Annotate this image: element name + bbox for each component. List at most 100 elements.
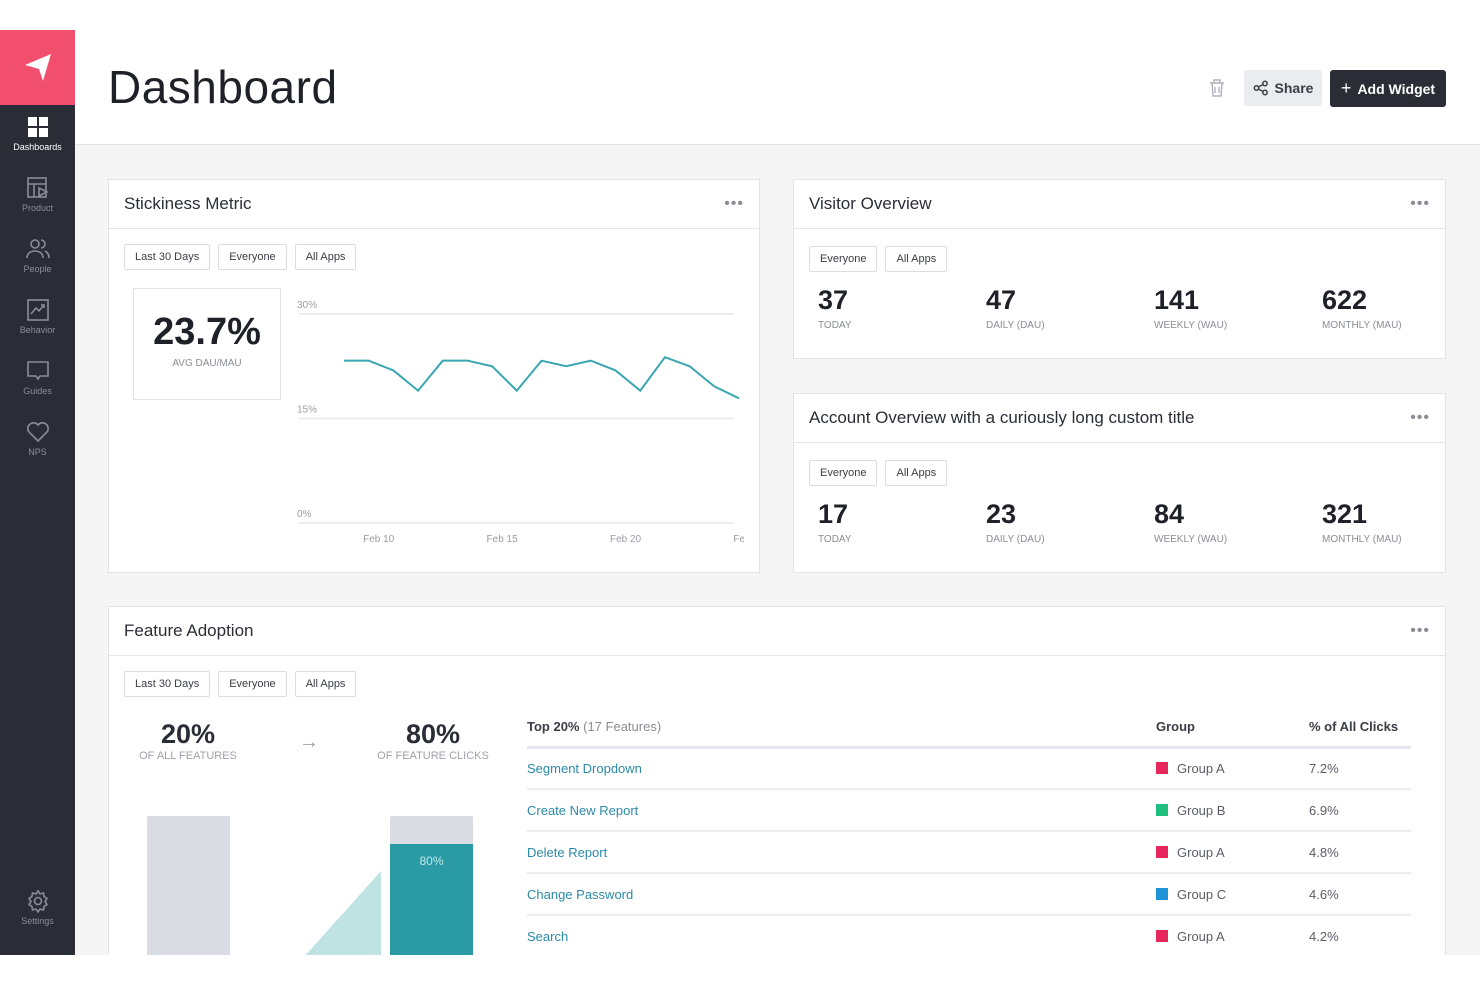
filter-date[interactable]: Last 30 Days [124, 671, 211, 697]
filter-segment[interactable]: Everyone [809, 246, 878, 272]
filter-segment[interactable]: Everyone [218, 671, 287, 697]
share-label: Share [1274, 80, 1314, 96]
filter-apps[interactable]: All Apps [294, 244, 357, 270]
more-menu-icon[interactable]: ••• [1410, 195, 1430, 212]
pct-cell: 7.2% [1309, 747, 1411, 790]
plus-icon: + [1340, 78, 1352, 98]
sidebar-item-guides[interactable]: Guides [0, 349, 75, 410]
filter-segment[interactable]: Everyone [218, 244, 287, 270]
pct-cell: 4.2% [1309, 915, 1411, 955]
metric-value: 84 [1154, 499, 1185, 529]
stat-label: AVG DAU/MAU [172, 358, 242, 369]
sidebar-item-product[interactable]: Product [0, 166, 75, 227]
gear-icon [27, 889, 48, 913]
col-pct: % of All Clicks [1309, 707, 1411, 749]
feature-link[interactable]: Segment Dropdown [527, 760, 642, 776]
metric-value: 622 [1322, 285, 1368, 315]
feature-link[interactable]: Change Password [527, 886, 634, 902]
funnel-connector [305, 871, 381, 955]
metric-label: DAILY (DAU) [986, 320, 1045, 331]
sidebar-item-label: Behavior [19, 325, 56, 335]
metric-wau: 141 WEEKLY (WAU) [1154, 285, 1227, 331]
metric-label: TODAY [818, 320, 852, 331]
table-row: Delete Report Group A 4.8% [527, 831, 1411, 874]
sidebar-item-label: Dashboards [13, 142, 62, 152]
metric-value: 37 [818, 285, 849, 315]
col-group: Group [1156, 707, 1309, 749]
group-label: Group A [1177, 844, 1225, 860]
stat-value: 80% [405, 719, 461, 749]
table-row: Create New Report Group B 6.9% [527, 789, 1411, 832]
filter-apps[interactable]: All Apps [885, 460, 948, 486]
features-stat: 20% OF ALL FEATURES [129, 719, 247, 762]
more-menu-icon[interactable]: ••• [724, 195, 744, 212]
sidebar-item-dashboards[interactable]: Dashboards [0, 105, 75, 166]
metric-value: 17 [818, 499, 849, 529]
more-menu-icon[interactable]: ••• [1410, 622, 1430, 639]
filter-segment[interactable]: Everyone [809, 460, 878, 486]
stat-value: 20% [160, 719, 216, 749]
group-label: Group A [1177, 760, 1225, 776]
sidebar-item-people[interactable]: People [0, 227, 75, 288]
add-widget-label: Add Widget [1357, 80, 1436, 97]
group-cell: Group B [1156, 789, 1309, 832]
x-tick-label: Feb 20 [610, 534, 642, 545]
feature-link[interactable]: Delete Report [527, 844, 608, 860]
card-title: Visitor Overview [809, 194, 932, 213]
group-swatch [1156, 887, 1168, 900]
avg-dau-mau-stat: 23.7% AVG DAU/MAU [133, 288, 281, 400]
stat-value: 23.7% [153, 311, 261, 353]
pct-cell: 4.6% [1309, 873, 1411, 916]
feature-name: Create New Report [527, 789, 1156, 832]
logo-icon [24, 53, 51, 81]
card-title: Stickiness Metric [124, 194, 252, 213]
x-tick-label: Feb 10 [363, 534, 395, 545]
feature-link[interactable]: Search [527, 928, 569, 944]
metric-wau: 84 WEEKLY (WAU) [1154, 499, 1227, 545]
group-label: Group C [1177, 886, 1227, 902]
feature-link[interactable]: Create New Report [527, 802, 639, 818]
share-button[interactable]: Share [1244, 70, 1322, 106]
table-row: Search Group A 4.2% [527, 915, 1411, 955]
add-widget-button[interactable]: + Add Widget [1330, 70, 1446, 107]
table-header: Top 20% (17 Features) Group % of All Cli… [527, 707, 1411, 749]
account-overview-card: Account Overview with a curiously long c… [793, 393, 1446, 573]
metric-dau: 23 DAILY (DAU) [986, 499, 1045, 545]
top-features-table: Top 20% (17 Features) Group % of All Cli… [527, 707, 1411, 955]
group-cell: Group A [1156, 915, 1309, 955]
sidebar-item-behavior[interactable]: Behavior [0, 288, 75, 349]
filter-apps[interactable]: All Apps [885, 246, 948, 272]
sidebar-item-nps[interactable]: NPS [0, 410, 75, 471]
heart-icon [26, 422, 49, 443]
visitor-overview-card: Visitor Overview ••• Everyone All Apps 37… [793, 179, 1446, 359]
metric-label: MONTHLY (MAU) [1322, 534, 1402, 545]
y-tick-label: 0% [297, 509, 312, 520]
metric-label: WEEKLY (WAU) [1154, 320, 1228, 331]
feature-name: Search [527, 915, 1156, 955]
clicks-stat: 80% OF FEATURE CLICKS [371, 719, 495, 762]
sidebar-item-label: People [23, 264, 52, 274]
product-icon [26, 177, 49, 198]
stickiness-line-chart: 30% 15% 0% Feb 10 Feb 15 Feb 20 Feb 25 [297, 300, 744, 545]
header: Dashboard Share + Add Widget [75, 30, 1480, 145]
filter-date[interactable]: Last 30 Days [124, 244, 211, 270]
card-title: Feature Adoption [124, 621, 254, 640]
page-title: Dashboard [108, 61, 338, 113]
metric-value: 141 [1154, 285, 1200, 315]
logo[interactable] [0, 30, 75, 105]
app: Dashboards Product People Behavior Guide… [0, 30, 1480, 955]
filter-apps[interactable]: All Apps [294, 671, 357, 697]
more-menu-icon[interactable]: ••• [1410, 409, 1430, 426]
header-count: (17 Features) [583, 718, 662, 734]
people-icon [25, 239, 50, 259]
sidebar-item-settings[interactable]: Settings [0, 879, 75, 940]
trash-icon[interactable] [1208, 78, 1226, 98]
bar-label: 80% [419, 854, 444, 869]
metric-label: DAILY (DAU) [986, 534, 1045, 545]
metric-dau: 47 DAILY (DAU) [986, 285, 1045, 331]
table-row: Segment Dropdown Group A 7.2% [527, 747, 1411, 790]
sidebar-item-label: Product [21, 203, 54, 213]
metric-mau: 321 MONTHLY (MAU) [1322, 499, 1402, 545]
guides-icon [26, 361, 49, 381]
behavior-icon [26, 299, 49, 321]
